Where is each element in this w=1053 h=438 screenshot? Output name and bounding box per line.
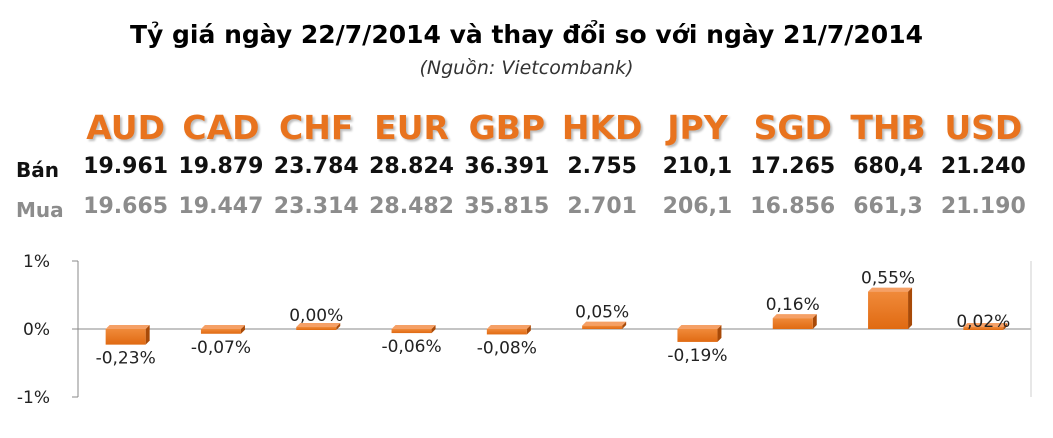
buy-rate-aud: 19.665 [83,194,169,219]
buy-rate-jpy: 206,1 [662,194,733,219]
currency-code-aud: AUD [86,108,165,147]
sell-rate-usd: 21.240 [940,154,1026,179]
buy-rate-gbp: 35.815 [464,194,550,219]
y-tick-label: 1% [23,252,50,272]
sell-rate-cad: 19.879 [178,154,264,179]
currency-code-thb: THB [850,108,926,147]
bar-eur [391,325,436,334]
bar-sgd [772,314,817,329]
sell-rate-aud: 19.961 [83,154,169,179]
buy-rate-thb: 661,3 [853,194,923,219]
bar-chf [296,323,341,330]
buy-rate-sgd: 16.856 [750,194,836,219]
bar-jpy [677,325,722,342]
y-tick-label: -1% [17,388,50,408]
currency-code-gbp: GBP [468,108,546,147]
buy-row-label: Mua [16,198,64,222]
chart-title: Tỷ giá ngày 22/7/2014 và thay đổi so với… [129,20,923,49]
sell-rate-jpy: 210,1 [662,154,733,179]
data-label-sgd: 0,16% [766,295,820,315]
bar-usd [963,323,1008,330]
bar-aud [105,325,150,345]
currency-code-cad: CAD [182,108,260,147]
currency-code-chf: CHF [279,108,354,147]
sell-rate-gbp: 36.391 [464,154,550,179]
data-label-jpy: -0,19% [667,346,727,366]
sell-rate-thb: 680,4 [853,154,923,179]
currency-code-hkd: HKD [561,108,643,147]
sell-rate-eur: 28.824 [369,154,454,179]
buy-rate-usd: 21.190 [940,194,1026,219]
buy-rate-row: 19.665 19.447 23.314 28.482 35.815 2.701 206,1… [78,194,1031,234]
sell-rate-hkd: 2.755 [567,154,637,179]
buy-rate-cad: 19.447 [178,194,264,219]
sell-rate-chf: 23.784 [273,154,359,179]
bar-hkd [582,321,627,329]
data-label-aud: -0,23% [96,349,156,369]
sell-rate-sgd: 17.265 [750,154,836,179]
data-label-hkd: 0,05% [575,303,629,323]
buy-rate-chf: 23.314 [273,194,359,219]
sell-row-label: Bán [16,158,59,182]
currency-code-jpy: JPY [667,108,728,147]
buy-rate-hkd: 2.701 [567,194,637,219]
sell-rate-row: 19.961 19.879 23.784 28.824 36.391 2.755 210,1… [78,154,1031,194]
data-label-cad: -0,07% [191,338,251,358]
currency-code-eur: EUR [374,108,449,147]
currency-code-usd: USD [944,108,1023,147]
bar-thb [868,287,913,329]
data-label-gbp: -0,08% [477,338,537,358]
data-label-eur: -0,06% [381,337,441,357]
currency-header-row: AUD CAD CHF EUR GBP HKD JPY SGD THB USD [78,108,1031,148]
y-tick-label: 0% [23,320,50,340]
bar-cad [200,325,245,334]
data-label-usd: 0,02% [956,312,1010,332]
bar-gbp [486,325,531,335]
data-label-chf: 0,00% [289,306,343,326]
buy-rate-eur: 28.482 [369,194,454,219]
chart-source: (Nguồn: Vietcombank) [419,57,634,79]
data-label-thb: 0,55% [861,269,915,289]
currency-code-sgd: SGD [753,108,832,147]
